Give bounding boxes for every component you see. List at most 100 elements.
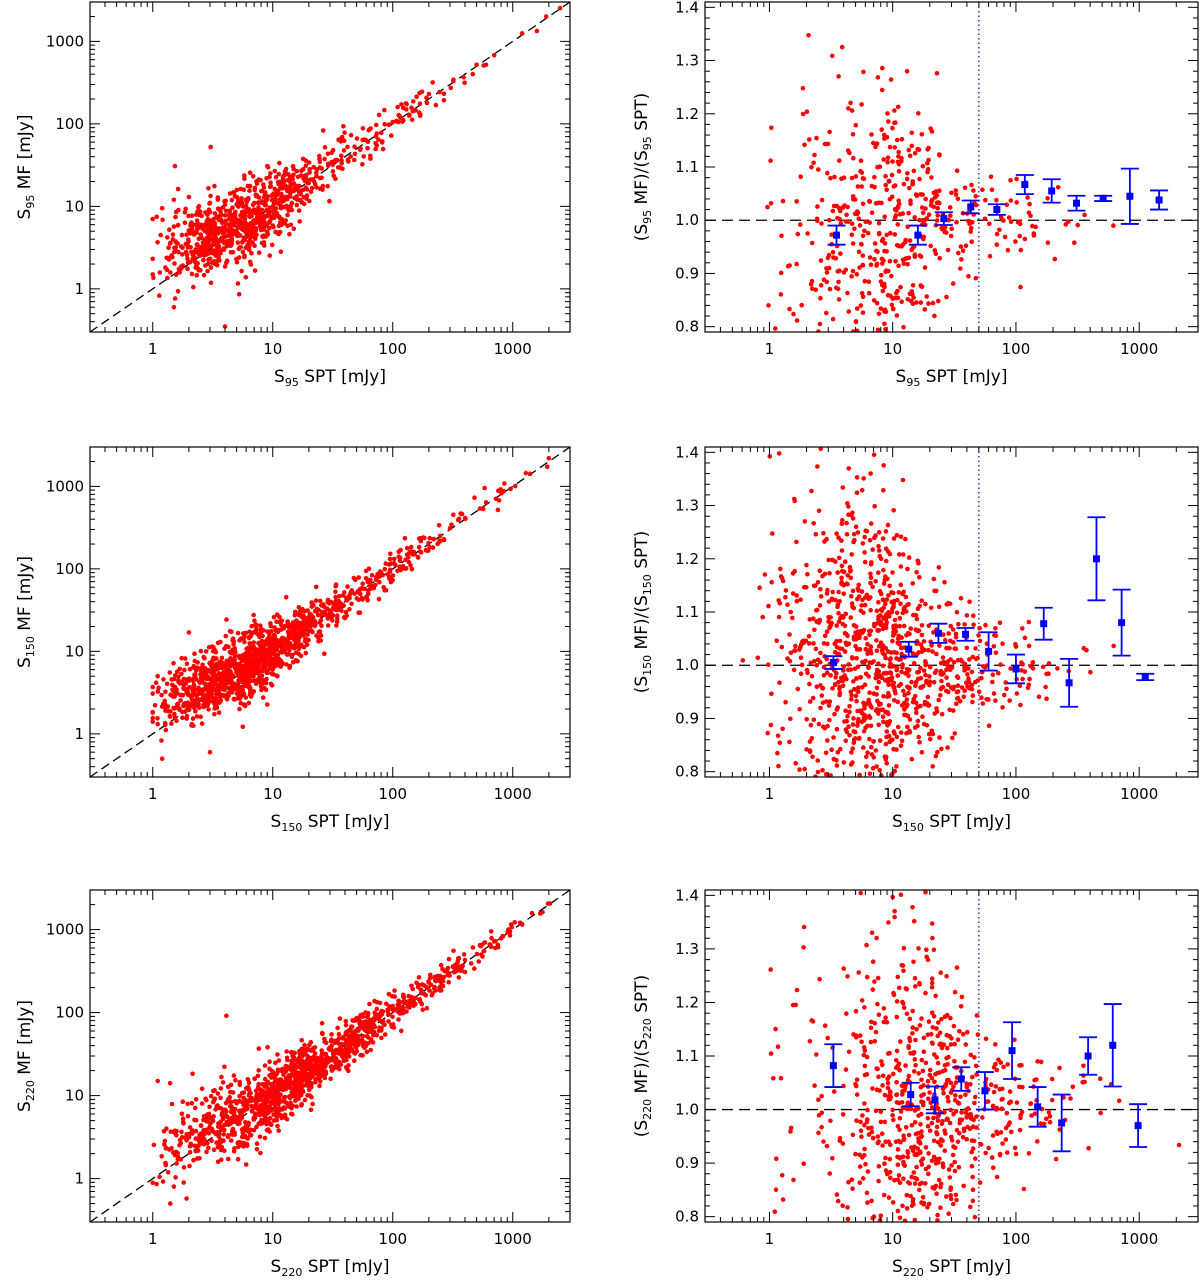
s150-scatter-point: [207, 749, 213, 755]
s95-ratio-point: [987, 221, 992, 227]
s95-scatter-point: [235, 281, 241, 286]
s150-ratio-point: [1055, 666, 1060, 671]
s150-ratio-point: [864, 764, 869, 769]
s95-scatter-point: [414, 94, 419, 100]
s150-ratio-point: [851, 539, 856, 545]
s95-ratio-point: [909, 130, 915, 136]
s150-scatter-point: [513, 483, 518, 489]
s150-ratio-point: [848, 567, 853, 573]
s150-ratio-point: [868, 644, 874, 649]
s150-ratio-point: [1000, 641, 1005, 646]
s150-ratio-point: [961, 694, 967, 699]
s95-ratio-point: [866, 290, 872, 296]
s95-ratio-point: [895, 222, 901, 227]
s95-scatter-point: [297, 198, 303, 203]
s95-ratio-point: [896, 149, 901, 155]
s150-scatter-point: [349, 588, 355, 593]
s95-scatter-point: [417, 112, 423, 117]
s95-scatter-point: [283, 166, 289, 172]
s95-scatter-point: [173, 272, 179, 278]
s95-ratio-point: [859, 184, 864, 189]
s150-scatter-point: [191, 663, 197, 669]
s95-ratio-ytick-label-2: 1.0: [675, 211, 699, 229]
s150-ratio-point: [835, 749, 841, 755]
s150-scatter-point: [217, 683, 222, 688]
s95-scatter-point: [360, 137, 366, 143]
s150-scatter-point: [247, 686, 253, 692]
s95-scatter-point: [214, 252, 219, 257]
s150-scatter-point: [222, 646, 227, 651]
s95-ratio-point: [908, 198, 913, 203]
s150-ratio-point: [835, 604, 840, 610]
s150-scatter-point: [438, 539, 443, 544]
s150-ratio-point: [1007, 698, 1012, 703]
s95-scatter-ylabel-part-0: S: [15, 209, 35, 220]
s95-ratio-plot-area: [705, 2, 1198, 332]
s150-ratio-point: [847, 704, 852, 709]
s150-ratio-point: [848, 689, 854, 695]
s95-scatter-point: [278, 205, 284, 211]
s150-scatter-point: [388, 576, 394, 582]
s95-scatter-point: [338, 139, 344, 144]
s95-scatter-point: [210, 231, 215, 236]
s150-ratio-point: [834, 726, 840, 732]
s95-scatter-point: [222, 264, 228, 269]
s220-scatter-point: [271, 1112, 276, 1117]
s150-ratio-point: [900, 477, 906, 483]
s95-scatter-point: [199, 213, 204, 219]
s150-scatter-point: [321, 602, 326, 607]
s150-scatter-point: [317, 629, 323, 634]
s95-ratio-point: [950, 281, 956, 286]
s150-scatter-point: [293, 650, 299, 655]
s95-scatter-point: [390, 119, 396, 125]
s95-ratio-point: [858, 241, 864, 247]
s150-ratio-point: [820, 573, 825, 579]
s150-ratio-point: [846, 466, 851, 471]
s150-ratio-point: [943, 637, 948, 643]
s150-ratio-point: [923, 662, 928, 668]
s150-ratio-point: [885, 649, 891, 654]
s95-scatter-point: [268, 180, 273, 185]
s150-ratio-xtick-label-0: 1: [765, 785, 775, 803]
s150-scatter-point: [163, 705, 168, 710]
s95-ratio-binned-mean-2: [940, 215, 948, 223]
s150-scatter-point: [353, 577, 358, 583]
s150-ratio-point: [859, 603, 864, 608]
s95-ratio-point: [851, 155, 856, 161]
s150-ratio-point: [839, 563, 845, 569]
s150-scatter-point: [253, 655, 258, 661]
s95-ratio-point: [861, 69, 866, 75]
s95-ratio-point: [994, 231, 1000, 237]
s150-ratio-point: [1020, 626, 1025, 631]
s150-scatter-point: [274, 663, 279, 668]
s150-scatter-point: [238, 677, 243, 682]
s150-ratio-point: [869, 660, 875, 665]
s95-scatter-point: [256, 177, 262, 182]
s95-scatter-point: [261, 240, 267, 245]
s95-scatter-point: [224, 240, 229, 245]
s95-scatter-point: [314, 185, 319, 190]
s150-scatter-point: [264, 702, 270, 707]
s95-ratio-ylabel-part-0: (S: [632, 224, 652, 241]
s95-scatter-point: [345, 144, 350, 150]
s95-ratio-point: [853, 122, 859, 128]
s150-ratio-point: [836, 619, 842, 624]
s95-ratio-point: [802, 142, 807, 148]
s95-ratio-point: [949, 190, 954, 196]
s95-ratio-point: [1055, 185, 1061, 190]
s150-scatter-point: [202, 693, 207, 698]
s95-ratio-point: [878, 306, 884, 311]
s150-scatter-point: [482, 485, 488, 491]
s95-scatter-point: [256, 250, 262, 255]
s150-ratio-point: [813, 646, 819, 652]
s150-scatter-point: [447, 526, 453, 531]
s95-scatter-point: [288, 204, 294, 209]
s95-ratio-point: [1082, 212, 1087, 218]
s150-ratio-point: [874, 608, 880, 614]
s150-ratio-point: [885, 522, 891, 528]
s150-scatter-point: [341, 615, 347, 620]
s95-scatter-point: [259, 188, 264, 194]
s150-ratio-point: [1013, 641, 1018, 647]
s150-ratio-point: [861, 627, 867, 633]
s150-scatter-point: [237, 706, 242, 712]
